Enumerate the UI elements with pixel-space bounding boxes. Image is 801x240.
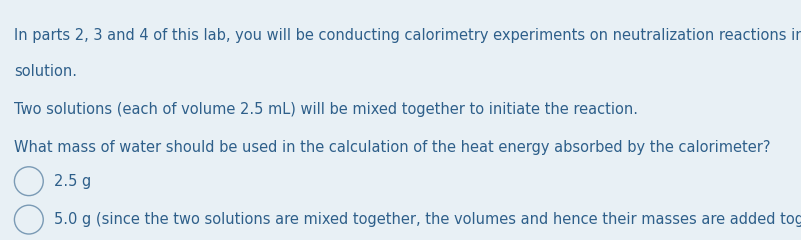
Text: Two solutions (each of volume 2.5 mL) will be mixed together to initiate the rea: Two solutions (each of volume 2.5 mL) wi… xyxy=(14,102,638,117)
Text: 5.0 g (since the two solutions are mixed together, the volumes and hence their m: 5.0 g (since the two solutions are mixed… xyxy=(54,212,801,227)
Text: What mass of water should be used in the calculation of the heat energy absorbed: What mass of water should be used in the… xyxy=(14,140,771,156)
Text: 2.5 g: 2.5 g xyxy=(54,174,92,189)
Text: In parts 2, 3 and 4 of this lab, you will be conducting calorimetry experiments : In parts 2, 3 and 4 of this lab, you wil… xyxy=(14,28,801,43)
Text: solution.: solution. xyxy=(14,64,78,79)
